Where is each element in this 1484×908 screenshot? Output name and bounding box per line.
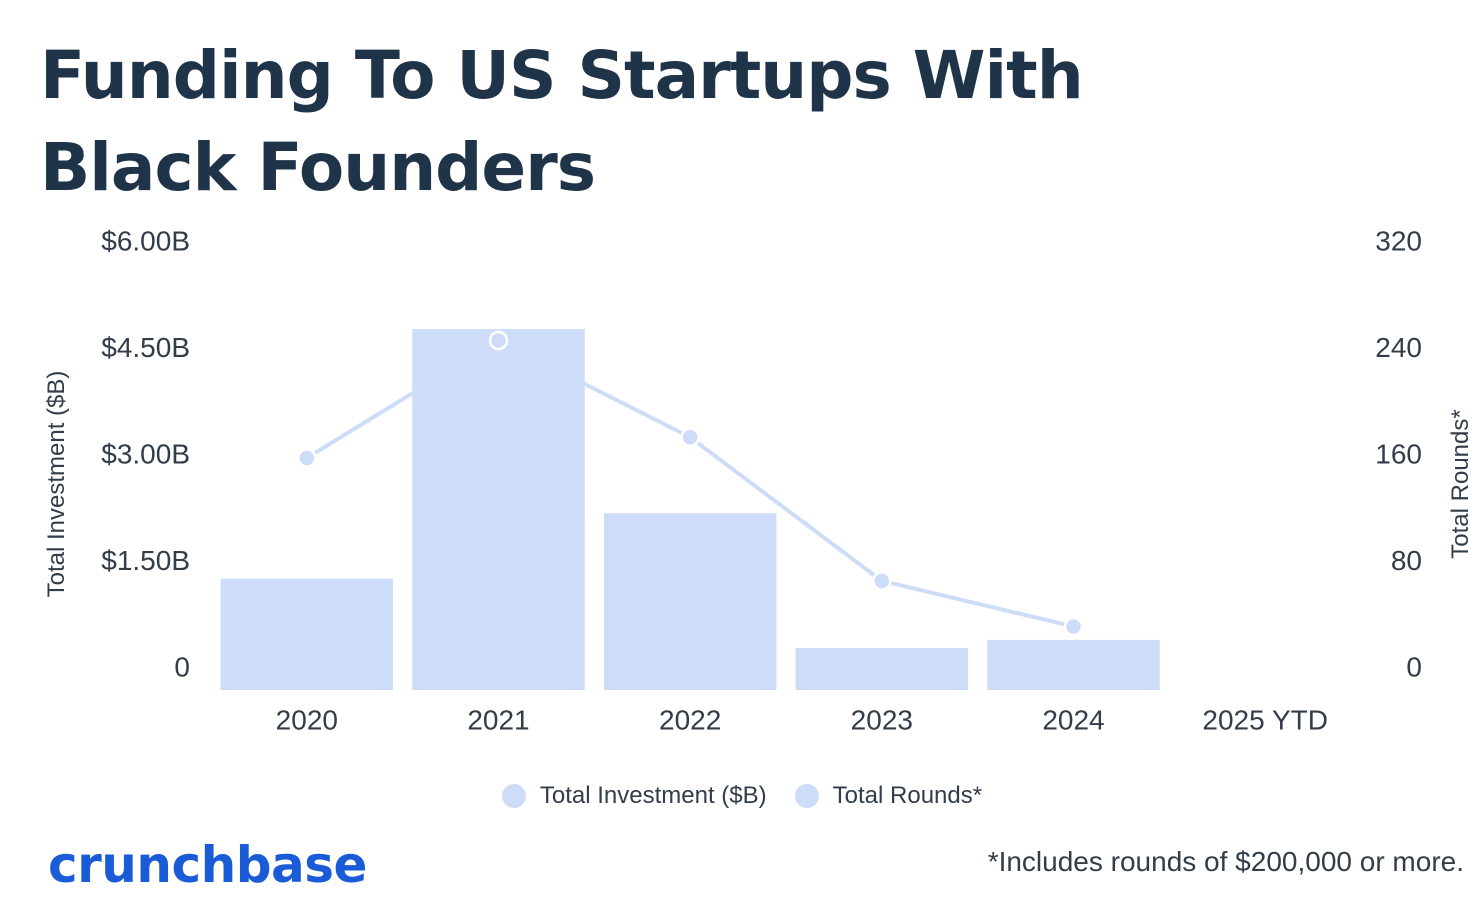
legend-label-rounds: Total Rounds* [832,782,983,809]
bar-2021 [412,329,585,690]
legend-swatch-investment [501,784,526,808]
y-left-tick-label: $6.00B [101,225,190,256]
y-right-tick-label: 80 [1391,545,1422,576]
rounds-point-2022 [680,427,700,447]
y-right-tick-label: 240 [1375,332,1422,363]
rounds-point-2021 [488,330,509,351]
bar-2020 [220,578,394,690]
bar-2023 [795,648,969,690]
footnote: *Includes rounds of $200,000 or more. [987,846,1464,877]
y-left-tick-label: $4.50B [101,332,190,363]
chart-title: Funding To US Startups With Black Founde… [40,37,1084,206]
x-tick-label: 2022 [659,704,721,735]
rounds-point-2024 [1063,616,1084,637]
legend-item-rounds[interactable]: Total Rounds* [794,782,983,810]
bar-2024 [987,639,1160,690]
y-right-axis-title: Total Rounds* [1447,409,1474,558]
rounds-point-2020 [297,448,317,468]
y-left-tick-label: $1.50B [101,545,190,576]
crunchbase-logo: crunchbase [48,836,367,894]
chart-legend: Total Investment ($B) Total Rounds* [0,782,1484,810]
legend-item-investment[interactable]: Total Investment ($B) [501,782,767,810]
y-left-axis-title: Total Investment ($B) [43,371,70,598]
legend-swatch-rounds [794,784,819,808]
x-tick-label: 2025 YTD [1202,704,1328,735]
x-tick-label: 2020 [276,704,338,735]
y-right-tick-label: 320 [1375,225,1422,256]
x-tick-label: 2024 [1042,704,1104,735]
legend-label-investment: Total Investment ($B) [539,782,767,809]
y-right-tick-label: 0 [1406,651,1422,682]
rounds-point-2023 [872,571,892,591]
bar-2022 [603,513,777,690]
x-tick-label: 2021 [467,704,529,735]
x-tick-label: 2023 [851,704,913,735]
y-left-tick-label: $3.00B [101,438,190,469]
y-left-tick-label: 0 [174,651,190,682]
y-right-tick-label: 160 [1375,438,1422,469]
